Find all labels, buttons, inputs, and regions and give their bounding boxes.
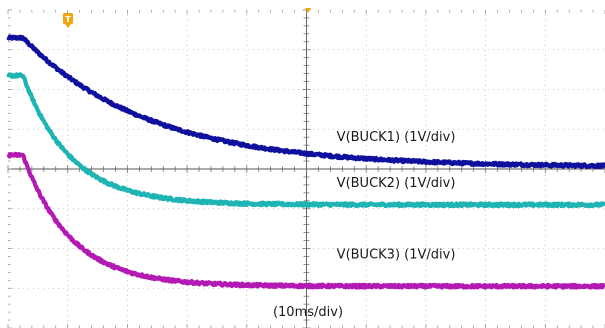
trigger-marker-pointer [65, 24, 71, 28]
trace-3 [6, 151, 605, 290]
trigger-marker: T [63, 13, 73, 28]
trace-label-1: V(BUCK1) (1V/div) [337, 130, 456, 145]
trigger-marker-badge [63, 13, 73, 24]
trigger-position-icon [305, 8, 311, 13]
trigger-marker-text: T [65, 15, 71, 24]
trace-label-2: V(BUCK2) (1V/div) [337, 176, 456, 191]
scope-traces [6, 34, 605, 290]
scope-grid [7, 9, 605, 328]
trace-1-noise [7, 35, 605, 169]
trace-2-noise [7, 72, 605, 209]
trace-label-3: V(BUCK3) (1V/div) [337, 247, 456, 262]
timebase-label: (10ms/div) [273, 305, 343, 320]
trace-labels: V(BUCK1) (1V/div) V(BUCK2) (1V/div) V(BUCK… [337, 130, 456, 262]
